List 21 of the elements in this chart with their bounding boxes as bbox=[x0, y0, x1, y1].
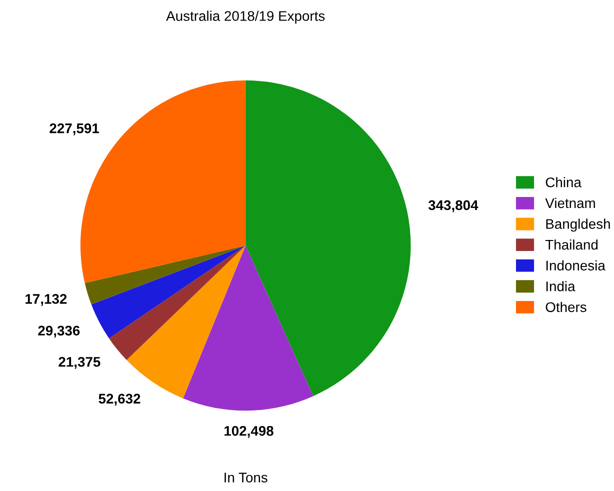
pie-slice bbox=[109, 246, 246, 360]
pie-slice bbox=[91, 246, 246, 338]
data-label: 52,632 bbox=[98, 394, 140, 406]
legend-label: Indonesia bbox=[546, 260, 606, 270]
pie-slice bbox=[246, 80, 411, 396]
pie-slice bbox=[183, 246, 314, 411]
pie-slice bbox=[84, 246, 246, 304]
data-label: 29,336 bbox=[38, 326, 80, 338]
text: In Tons bbox=[224, 472, 268, 482]
legend-label: China bbox=[546, 177, 582, 188]
data-label: 343,804 bbox=[428, 200, 478, 212]
data-label: 21,375 bbox=[58, 356, 100, 369]
chart-title: Australia 2018/19 Exports bbox=[166, 10, 325, 24]
data-label: 17,132 bbox=[26, 294, 67, 306]
legend-label: Thailand bbox=[545, 239, 598, 250]
data-label: 102,498 bbox=[224, 426, 274, 438]
data-label: 227,591 bbox=[50, 123, 100, 136]
legend-label: India bbox=[546, 281, 576, 292]
legend-label: Bangldesh bbox=[546, 218, 610, 232]
legend-label: Others bbox=[546, 302, 586, 312]
legend-label: Vietnam bbox=[545, 198, 595, 208]
